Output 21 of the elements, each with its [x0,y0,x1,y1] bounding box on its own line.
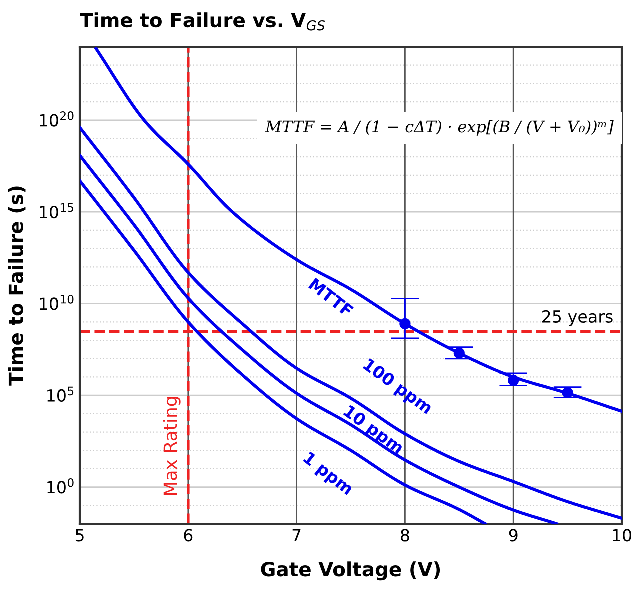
annotation: MTTF = A / (1 − cΔT) · exp[(B / (V + V₀))ᵐ] [265,120,614,136]
x-tick-label: 5 [76,529,84,542]
x-tick-label: 9 [509,529,518,542]
x-tick-label: 7 [292,529,301,542]
y-axis-title: Time to Failure (s) [8,186,26,386]
y-tick-label: 10$^{15}$ [40,203,74,219]
point [562,387,574,398]
y-tick-label: 10$^{20}$ [40,112,74,127]
point [400,318,411,330]
y-tick-label: 10$^{5}$ [48,386,74,402]
ref-line-label: 25 years [542,310,613,326]
ref-line-label: Max Rating [163,397,181,496]
point [454,348,465,359]
x-tick-label: 10 [613,529,632,542]
point [508,374,520,386]
x-tick-label: 8 [401,529,410,542]
y-tick-label: 10$^{0}$ [48,478,74,494]
y-tick-label: 10$^{10}$ [40,295,74,310]
x-axis-title: Gate Voltage (V) [261,562,440,581]
x-tick-label: 6 [184,529,193,542]
chart-title: Time to Failure vs. V$_{GS}$ [80,12,326,31]
